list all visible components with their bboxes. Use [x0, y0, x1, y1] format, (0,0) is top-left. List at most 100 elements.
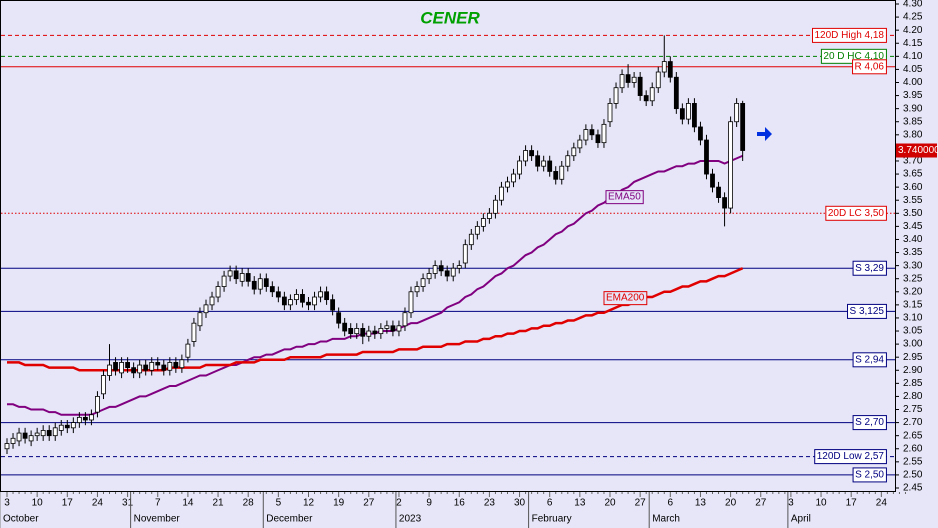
x-tick-label: 17 — [846, 498, 858, 509]
candle-body — [137, 364, 143, 374]
x-tick-label: 6 — [668, 498, 674, 509]
y-tick-label: 3.85 — [903, 116, 923, 127]
candle-body — [547, 160, 553, 172]
y-tick-label: 4.30 — [903, 0, 923, 10]
candle-body — [209, 296, 215, 306]
level-tag: 20D LC 3,50 — [825, 205, 887, 221]
candle-body — [22, 432, 28, 439]
candle-body — [535, 155, 541, 167]
candle-body — [263, 278, 269, 287]
y-tick-label: 3.90 — [903, 103, 923, 114]
level-label: 120D High 4,18 — [815, 30, 885, 41]
candle-body — [529, 150, 535, 157]
candle-body — [613, 87, 619, 104]
month-label: 2023 — [399, 514, 422, 525]
candle-body — [28, 435, 34, 442]
level-label: S 2,50 — [855, 470, 884, 481]
candle-body — [275, 291, 281, 298]
candle-body — [444, 270, 450, 277]
candle-body — [312, 296, 317, 306]
candle-body — [288, 299, 293, 306]
level-tag: S 2,70 — [852, 415, 887, 431]
candle-body — [336, 312, 342, 324]
x-tick-label: 21 — [212, 498, 224, 509]
candle-body — [541, 160, 547, 167]
level-tag: S 3,125 — [847, 303, 887, 319]
x-tick-label: 23 — [484, 498, 496, 509]
y-tick-label: 4.20 — [903, 25, 923, 36]
candle-body — [58, 424, 64, 431]
x-tick-label: 20 — [725, 498, 737, 509]
x-tick-label: 5 — [276, 498, 282, 509]
y-tick-label: 3.15 — [903, 300, 923, 311]
candle-body — [95, 396, 100, 413]
candle-body — [716, 186, 721, 198]
level-box — [852, 260, 887, 276]
y-tick-label: 4.05 — [903, 64, 923, 75]
y-tick-label: 2.50 — [903, 470, 923, 481]
y-tick-label: 3.10 — [903, 313, 923, 324]
candle-body — [306, 301, 311, 306]
candle-body — [396, 325, 402, 332]
candle-body — [740, 103, 746, 151]
candle-body — [131, 367, 137, 374]
level-box — [814, 449, 887, 465]
candle-body — [149, 362, 155, 371]
y-tick-label: 3.35 — [903, 247, 923, 258]
candle-body — [330, 299, 336, 311]
ema-label: EMA50 — [608, 192, 641, 203]
x-tick-label: 13 — [574, 498, 586, 509]
y-tick-label: 2.75 — [903, 404, 923, 415]
candle-body — [505, 181, 510, 188]
candle-body — [661, 61, 667, 73]
x-tick-label: 3 — [788, 498, 794, 509]
candle-body — [342, 322, 348, 332]
candle-body — [685, 103, 691, 120]
y-tick-label: 3.50 — [903, 208, 923, 219]
y-tick-label: 4.00 — [903, 77, 923, 88]
candle-body — [269, 286, 275, 293]
x-tick-label: 7 — [155, 498, 161, 509]
candle-body — [595, 134, 601, 144]
candle-body — [728, 121, 733, 209]
candle-body — [637, 76, 643, 96]
y-tick-label: 3.30 — [903, 260, 923, 271]
level-tag: 120D High 4,18 — [812, 27, 887, 43]
candle-body — [698, 126, 703, 141]
x-tick-label: 27 — [635, 498, 647, 509]
x-tick-label: 20 — [604, 498, 616, 509]
month-label: April — [791, 514, 811, 525]
candle-body — [565, 155, 571, 167]
candle-body — [468, 233, 474, 246]
candle-body — [619, 74, 625, 89]
candle-body — [571, 147, 577, 157]
candle-body — [601, 123, 607, 144]
candle-body — [734, 103, 740, 123]
level-tag: 120D Low 2,57 — [814, 449, 887, 465]
x-tick-label: 17 — [62, 498, 74, 509]
candle-body — [281, 296, 287, 306]
level-label: 120D Low 2,57 — [817, 451, 885, 462]
ema-box — [605, 190, 644, 205]
candle-body — [70, 422, 76, 429]
level-label: R 4,06 — [855, 61, 885, 72]
candle-body — [673, 76, 679, 110]
level-label: S 2,94 — [855, 354, 884, 365]
candle-body — [480, 218, 486, 227]
x-tick-label: 13 — [695, 498, 707, 509]
y-tick-label: 3.55 — [903, 195, 923, 206]
ema-line — [7, 267, 744, 372]
candle-body — [191, 322, 197, 342]
candle-body — [511, 173, 516, 183]
candle-body — [82, 416, 88, 421]
y-tick-label: 2.90 — [903, 365, 923, 376]
level-tag: R 4,06 — [852, 59, 887, 75]
candle-body — [583, 129, 589, 141]
y-tick-label: 4.10 — [903, 51, 923, 62]
level-label: S 3,29 — [855, 263, 884, 274]
x-tick-label: 28 — [243, 498, 255, 509]
candle-body — [631, 76, 637, 83]
level-box — [852, 467, 887, 483]
chart-title: CENER — [420, 8, 480, 27]
